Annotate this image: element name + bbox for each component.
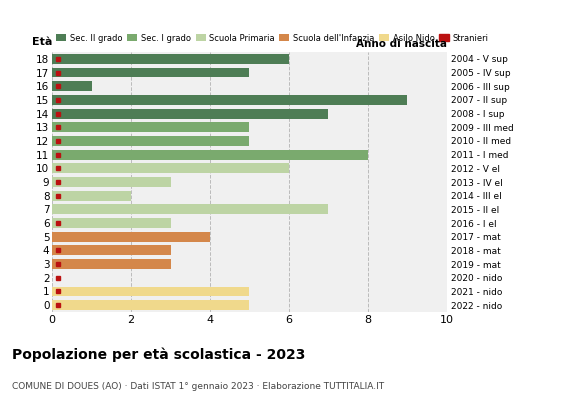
Bar xyxy=(52,191,131,201)
Text: Età: Età xyxy=(32,36,53,46)
Bar xyxy=(52,300,249,310)
Bar xyxy=(52,246,171,255)
Bar xyxy=(52,81,92,91)
Bar xyxy=(52,150,368,160)
Bar xyxy=(52,68,249,78)
Bar xyxy=(52,122,249,132)
Bar xyxy=(52,259,171,269)
Bar xyxy=(52,136,249,146)
Y-axis label: Anno di nascita: Anno di nascita xyxy=(356,39,447,49)
Bar xyxy=(52,54,289,64)
Bar xyxy=(52,286,249,296)
Bar xyxy=(52,177,171,187)
Bar xyxy=(52,204,328,214)
Bar xyxy=(52,109,328,118)
Text: Popolazione per età scolastica - 2023: Popolazione per età scolastica - 2023 xyxy=(12,348,305,362)
Bar xyxy=(52,232,210,242)
Bar xyxy=(52,95,407,105)
Bar xyxy=(52,218,171,228)
Bar xyxy=(52,163,289,173)
Text: COMUNE DI DOUES (AO) · Dati ISTAT 1° gennaio 2023 · Elaborazione TUTTITALIA.IT: COMUNE DI DOUES (AO) · Dati ISTAT 1° gen… xyxy=(12,382,384,391)
Legend: Sec. II grado, Sec. I grado, Scuola Primaria, Scuola dell'Infanzia, Asilo Nido, : Sec. II grado, Sec. I grado, Scuola Prim… xyxy=(56,34,489,43)
